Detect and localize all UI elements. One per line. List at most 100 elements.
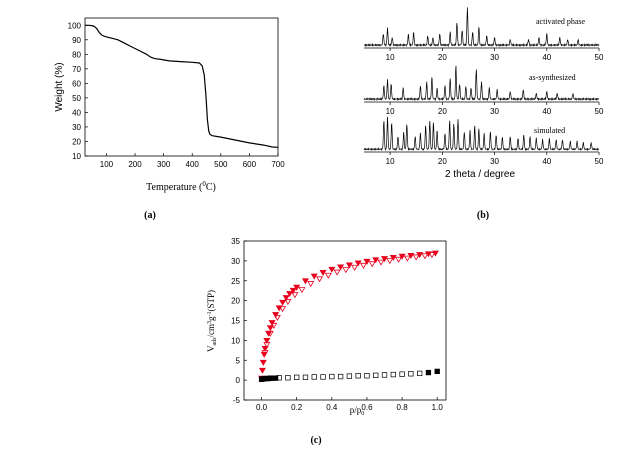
desorption-point xyxy=(279,306,287,313)
y-tick-label: 50 xyxy=(72,94,81,103)
panel-label-b: (b) xyxy=(477,210,489,221)
adsorption-point xyxy=(328,266,336,273)
x-ticks: 0.0 0.2 0.4 0.6 0.8 1.0 xyxy=(256,397,443,412)
y-tick-label: 80 xyxy=(72,50,81,59)
desorption-point xyxy=(320,374,326,380)
adsorption-point xyxy=(279,299,287,306)
desorption-point xyxy=(368,261,376,268)
x-axis-label: Temperature (0C) xyxy=(146,180,216,193)
y-tick-label: 30 xyxy=(72,123,81,132)
x-tick-label: 50 xyxy=(595,157,604,166)
desorption-point xyxy=(351,264,359,271)
pxrd-chart: 10 20 30 40 50 10 20 30 40 50 10 20 30 40 50 activated… xyxy=(363,7,604,221)
y-tick-label: 5 xyxy=(236,356,241,365)
desorption-point xyxy=(316,276,324,283)
desorption-point xyxy=(284,299,292,306)
adsorption-point xyxy=(381,256,389,263)
desorption-point xyxy=(399,371,405,377)
y-axis-label: Weight (%) xyxy=(54,62,65,111)
x-tick-label: 400 xyxy=(186,160,200,169)
pxrd-patterns: 10 20 30 40 50 10 20 30 40 50 10 20 30 40 50 xyxy=(363,7,604,166)
pxrd-pattern-line xyxy=(363,116,600,152)
x-tick-label: 200 xyxy=(128,160,142,169)
x-tick-label: 30 xyxy=(490,53,499,62)
desorption-point xyxy=(276,375,282,381)
desorption-point xyxy=(359,262,367,269)
desorption-point xyxy=(337,373,344,380)
adsorption-point xyxy=(272,375,279,381)
y-tick-label: 10 xyxy=(231,336,240,345)
adsorption-point xyxy=(425,369,432,376)
desorption-point xyxy=(342,267,350,274)
desorption-point xyxy=(395,256,403,263)
desorption-point xyxy=(307,281,315,288)
adsorption-point xyxy=(398,253,406,260)
desorption-point xyxy=(270,322,278,329)
y-tick-label: 10 xyxy=(72,152,81,161)
desorption-point xyxy=(373,372,379,379)
desorption-point xyxy=(403,255,411,262)
desorption-point xyxy=(428,252,436,259)
y-axis-label: Vads/cm3g-1(STP) xyxy=(206,290,218,352)
desorption-point xyxy=(364,373,370,379)
x-axis-label: p/p0 xyxy=(350,405,365,417)
x-tick-label: 40 xyxy=(542,107,551,116)
desorption-point xyxy=(261,349,269,356)
x-tick-label: 20 xyxy=(438,157,447,166)
x-tick-label: 0.4 xyxy=(326,403,338,412)
pattern-label-simulated: simulated xyxy=(534,126,565,135)
adsorption-point xyxy=(293,284,301,291)
desorption-point xyxy=(291,292,299,299)
x-tick-label: 0.6 xyxy=(361,403,373,412)
y-tick-label: 40 xyxy=(72,108,81,117)
desorption-point xyxy=(390,371,396,378)
adsorption-point xyxy=(258,367,266,374)
adsorption-point xyxy=(372,257,380,264)
x-tick-label: 50 xyxy=(595,107,604,116)
pattern-label-as-synthesized: as-synthesized xyxy=(529,73,576,82)
pattern-label-activated: activated phase xyxy=(536,17,586,26)
adsorption-point xyxy=(301,278,309,285)
adsorption-point xyxy=(389,254,397,261)
panel-label-c: (c) xyxy=(310,435,321,446)
y-tick-label: 25 xyxy=(231,277,240,286)
x-tick-label: 1.0 xyxy=(432,403,444,412)
x-tick-label: 30 xyxy=(490,107,499,116)
x-tick-label: 50 xyxy=(595,53,604,62)
desorption-point xyxy=(263,341,271,348)
desorption-point xyxy=(311,374,317,380)
pxrd-pattern-line xyxy=(364,7,600,48)
x-tick-label: 100 xyxy=(100,160,114,169)
desorption-point xyxy=(294,374,300,380)
adsorption-point xyxy=(289,287,297,294)
desorption-point xyxy=(333,269,341,276)
y-tick-label: 35 xyxy=(231,237,240,246)
isotherm-series xyxy=(258,250,440,382)
adsorption-point xyxy=(268,320,276,327)
adsorption-point xyxy=(282,295,290,302)
adsorption-point xyxy=(354,260,362,267)
y-tick-label: 70 xyxy=(72,65,81,74)
y-tick-label: 15 xyxy=(231,317,240,326)
desorption-point xyxy=(324,272,332,279)
adsorption-point xyxy=(266,325,274,332)
x-tick-label: 40 xyxy=(542,53,551,62)
desorption-point xyxy=(412,254,420,261)
desorption-point xyxy=(417,370,423,377)
y-tick-label: 20 xyxy=(231,297,240,306)
x-tick-label: 500 xyxy=(214,160,228,169)
desorption-point xyxy=(329,373,335,380)
adsorption-point xyxy=(263,338,271,344)
x-ticks: 100 200 300 400 500 600 700 xyxy=(100,153,285,169)
desorption-point xyxy=(408,371,414,377)
y-tick-label: 20 xyxy=(72,137,81,146)
y-tick-label: 90 xyxy=(72,36,81,45)
adsorption-point xyxy=(407,252,415,259)
desorption-point xyxy=(266,330,274,337)
y-tick-label: 30 xyxy=(231,257,240,266)
x-tick-label: 0.2 xyxy=(291,403,303,412)
adsorption-point xyxy=(337,264,345,271)
x-tick-label: 700 xyxy=(271,160,285,169)
y-tick-label: -5 xyxy=(233,396,241,405)
desorption-point xyxy=(285,375,291,381)
